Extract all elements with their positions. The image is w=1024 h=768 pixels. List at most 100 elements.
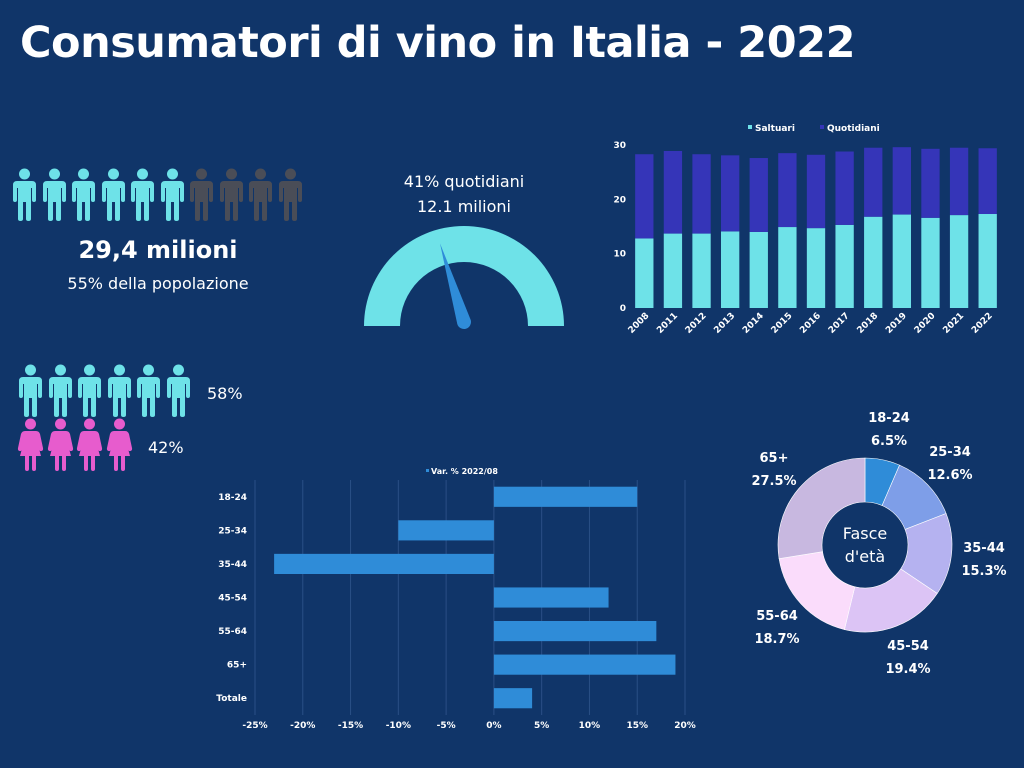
stacked-chart-legend: Saltuari Quotidiani <box>748 124 880 134</box>
slice-label: 45-54 <box>887 639 929 654</box>
male-percent: 58% <box>207 384 243 403</box>
x-tick-label: 2016 <box>798 311 823 336</box>
legend-swatch <box>748 125 752 129</box>
slice-label: 55-64 <box>756 609 798 624</box>
bar-saltuari <box>663 233 683 308</box>
bar-saltuari <box>720 231 740 308</box>
x-tick-label: 2011 <box>655 311 680 336</box>
bar-quotidiani <box>663 150 683 234</box>
bar-saltuari <box>892 214 912 308</box>
x-tick-label: 2019 <box>884 311 909 336</box>
male-people-icons <box>16 364 193 418</box>
person-icon <box>72 168 95 221</box>
legend-label: Quotidiani <box>827 124 880 134</box>
donut-center-label: Fasce <box>843 524 888 543</box>
female-percent: 42% <box>148 438 184 457</box>
x-tick-label: 20% <box>674 721 696 731</box>
slice-percent: 27.5% <box>751 474 796 489</box>
x-tick-label: 2021 <box>941 311 966 336</box>
x-tick-label: 5% <box>534 721 549 731</box>
y-category-label: 45-54 <box>218 594 247 604</box>
bar-saltuari <box>949 215 969 308</box>
slice-percent: 18.7% <box>754 632 799 647</box>
x-tick-label: 2012 <box>684 311 709 336</box>
female-people-icons <box>16 418 134 472</box>
x-tick-label: -5% <box>437 721 456 731</box>
bar-quotidiani <box>720 155 740 232</box>
x-tick-label: 2014 <box>741 311 766 336</box>
bar-quotidiani <box>892 147 912 215</box>
x-tick-label: 2015 <box>770 311 795 336</box>
page-title: Consumatori di vino in Italia - 2022 <box>20 18 856 68</box>
legend-swatch <box>820 125 824 129</box>
female-person-icon <box>47 418 73 471</box>
male-person-icon <box>78 364 101 417</box>
bar-quotidiani <box>835 151 854 225</box>
donut-center-label: d'età <box>845 547 885 566</box>
female-person-icon <box>17 418 44 471</box>
hbar <box>274 553 494 574</box>
female-person-icon <box>106 418 132 471</box>
hbar <box>398 520 494 541</box>
bar-quotidiani <box>921 148 940 218</box>
person-icon <box>219 168 243 221</box>
y-category-label: 35-44 <box>218 560 247 570</box>
gauge-needle <box>440 243 471 329</box>
x-tick-label: 0% <box>486 721 501 731</box>
gauge-arc <box>364 226 564 326</box>
bar-saltuari <box>978 214 997 308</box>
bar-quotidiani <box>806 154 826 229</box>
male-person-icon <box>107 364 131 417</box>
y-tick-label: 20 <box>613 195 626 205</box>
x-tick-label: 15% <box>626 721 648 731</box>
person-icon <box>190 168 213 221</box>
female-person-icon <box>76 418 103 471</box>
y-category-label: 65+ <box>227 661 247 671</box>
y-category-label: 25-34 <box>218 526 247 536</box>
bar-saltuari <box>806 228 826 308</box>
y-tick-label: 0 <box>620 304 626 314</box>
gauge-label-millions: 12.1 milioni <box>416 197 511 216</box>
population-share: 55% della popolazione <box>67 274 249 293</box>
person-icon <box>160 168 184 221</box>
x-tick-label: -25% <box>242 721 267 731</box>
legend-swatch <box>426 469 429 472</box>
slice-percent: 19.4% <box>885 662 930 677</box>
slice-percent: 15.3% <box>961 564 1006 579</box>
daily-gauge <box>364 226 564 329</box>
bar-quotidiani <box>749 158 768 232</box>
x-tick-label: 2008 <box>627 311 652 336</box>
total-consumers: 29,4 milioni <box>78 236 238 264</box>
male-person-icon <box>166 364 190 417</box>
hbar <box>493 587 609 608</box>
slice-label: 25-34 <box>929 445 971 460</box>
y-tick-label: 30 <box>613 141 626 151</box>
hbar <box>493 654 676 675</box>
slice-percent: 12.6% <box>927 468 972 483</box>
x-tick-label: 10% <box>579 721 601 731</box>
population-people-icons <box>10 168 305 222</box>
donut-slice <box>777 457 866 559</box>
bar-saltuari <box>778 227 797 308</box>
x-tick-label: 2020 <box>913 311 938 336</box>
person-icon <box>13 168 36 221</box>
x-tick-label: 2013 <box>712 311 737 336</box>
person-icon <box>42 168 66 221</box>
age-groups-donut: 18-24 6.5% 25-34 12.6% 35-44 15.3% 45-54 19.4% 5… <box>751 411 1006 677</box>
gauge-label-percent: 41% quotidiani <box>403 172 525 191</box>
bar-saltuari <box>635 238 654 308</box>
slice-percent: 6.5% <box>871 434 907 449</box>
x-tick-label: 2022 <box>970 311 995 336</box>
hbar <box>493 688 533 709</box>
bar-quotidiani <box>949 147 969 216</box>
bar-quotidiani <box>778 153 797 228</box>
y-category-label: 18-24 <box>218 493 247 503</box>
bar-saltuari <box>921 217 940 308</box>
slice-label: 35-44 <box>963 541 1005 556</box>
x-tick-label: -10% <box>386 721 411 731</box>
male-person-icon <box>48 364 72 417</box>
legend-label: Var. % 2022/08 <box>431 467 498 476</box>
age-variation-chart: -25% -20% -15% -10% -5% 0% 5% 10% 15% 20% Var. % 2… <box>216 467 696 731</box>
slice-label: 65+ <box>760 451 789 466</box>
